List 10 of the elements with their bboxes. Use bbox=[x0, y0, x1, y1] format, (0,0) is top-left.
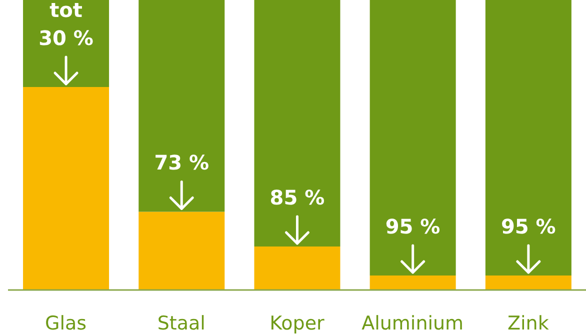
x-tick-label: Glas bbox=[45, 312, 87, 334]
data-label: 85 % bbox=[270, 186, 325, 210]
data-label: 95 % bbox=[385, 214, 440, 238]
data-label: 95 % bbox=[501, 214, 556, 238]
data-label: 73 % bbox=[154, 150, 210, 175]
x-tick-label: Staal bbox=[157, 312, 206, 334]
x-tick-label: Aluminium bbox=[362, 312, 464, 334]
x-tick-label: Koper bbox=[270, 312, 325, 334]
x-tick-label: Zink bbox=[508, 312, 549, 334]
data-label: tot 30 % bbox=[38, 0, 94, 50]
